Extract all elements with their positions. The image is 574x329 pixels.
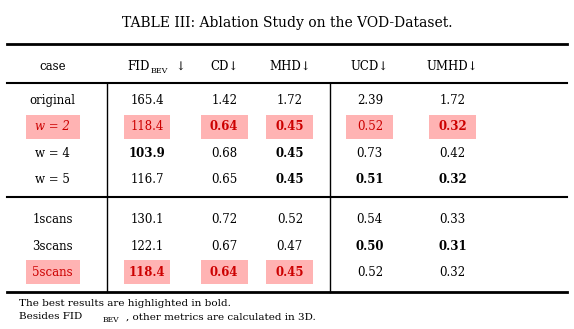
Text: original: original <box>30 94 76 107</box>
Text: BEV: BEV <box>151 66 168 75</box>
Text: 0.51: 0.51 <box>355 173 384 186</box>
FancyBboxPatch shape <box>201 115 247 139</box>
Text: 0.54: 0.54 <box>356 214 383 226</box>
Text: 116.7: 116.7 <box>130 173 164 186</box>
Text: 0.32: 0.32 <box>439 173 467 186</box>
Text: case: case <box>40 60 66 73</box>
Text: w = 4: w = 4 <box>36 147 70 160</box>
FancyBboxPatch shape <box>26 260 80 284</box>
Text: MHD↓: MHD↓ <box>269 60 311 73</box>
Text: 1scans: 1scans <box>33 214 73 226</box>
Text: 118.4: 118.4 <box>129 266 165 279</box>
FancyBboxPatch shape <box>266 260 313 284</box>
Text: 0.45: 0.45 <box>276 266 304 279</box>
Text: 103.9: 103.9 <box>129 147 165 160</box>
Text: 0.64: 0.64 <box>210 266 238 279</box>
Text: 118.4: 118.4 <box>130 120 164 134</box>
Text: 0.68: 0.68 <box>211 147 237 160</box>
Text: 0.45: 0.45 <box>276 120 304 134</box>
Text: 0.67: 0.67 <box>211 240 237 253</box>
Text: , other metrics are calculated in 3D.: , other metrics are calculated in 3D. <box>126 312 316 321</box>
Text: 0.32: 0.32 <box>440 266 466 279</box>
Text: The best results are highlighted in bold.: The best results are highlighted in bold… <box>18 299 230 308</box>
Text: FID: FID <box>127 60 150 73</box>
FancyBboxPatch shape <box>201 260 247 284</box>
Text: UMHD↓: UMHD↓ <box>427 60 478 73</box>
Text: 0.52: 0.52 <box>357 266 383 279</box>
Text: BEV: BEV <box>103 316 120 324</box>
Text: 0.73: 0.73 <box>356 147 383 160</box>
Text: 0.72: 0.72 <box>211 214 237 226</box>
Text: CD↓: CD↓ <box>210 60 238 73</box>
Text: 0.65: 0.65 <box>211 173 237 186</box>
Text: 0.52: 0.52 <box>357 120 383 134</box>
Text: w = 2: w = 2 <box>36 120 70 134</box>
Text: 0.50: 0.50 <box>355 240 384 253</box>
Text: 0.47: 0.47 <box>277 240 303 253</box>
FancyBboxPatch shape <box>346 115 393 139</box>
Text: TABLE III: Ablation Study on the VOD-Dataset.: TABLE III: Ablation Study on the VOD-Dat… <box>122 15 452 30</box>
Text: 0.42: 0.42 <box>440 147 466 160</box>
FancyBboxPatch shape <box>429 115 476 139</box>
Text: 122.1: 122.1 <box>130 240 164 253</box>
Text: Besides FID: Besides FID <box>18 312 82 321</box>
Text: 0.31: 0.31 <box>439 240 467 253</box>
Text: 0.33: 0.33 <box>440 214 466 226</box>
Text: 0.52: 0.52 <box>277 214 303 226</box>
Text: 1.72: 1.72 <box>440 94 466 107</box>
Text: 0.64: 0.64 <box>210 120 238 134</box>
Text: 5scans: 5scans <box>33 266 73 279</box>
Text: ↓: ↓ <box>175 60 185 73</box>
Text: 165.4: 165.4 <box>130 94 164 107</box>
Text: 3scans: 3scans <box>33 240 73 253</box>
Text: 0.45: 0.45 <box>276 147 304 160</box>
FancyBboxPatch shape <box>26 115 80 139</box>
Text: 0.45: 0.45 <box>276 173 304 186</box>
Text: 0.32: 0.32 <box>439 120 467 134</box>
Text: 1.42: 1.42 <box>211 94 237 107</box>
Text: 2.39: 2.39 <box>357 94 383 107</box>
Text: w = 5: w = 5 <box>36 173 70 186</box>
FancyBboxPatch shape <box>123 260 170 284</box>
FancyBboxPatch shape <box>266 115 313 139</box>
Text: UCD↓: UCD↓ <box>351 60 389 73</box>
Text: 1.72: 1.72 <box>277 94 303 107</box>
Text: 130.1: 130.1 <box>130 214 164 226</box>
FancyBboxPatch shape <box>123 115 170 139</box>
